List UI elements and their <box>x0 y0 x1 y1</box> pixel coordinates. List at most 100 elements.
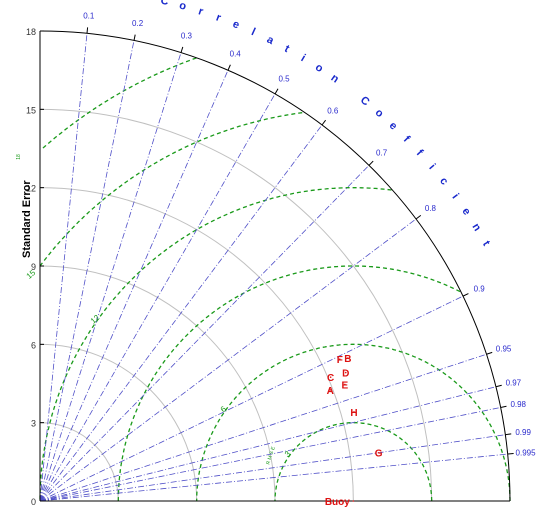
correlation-tick-label: 0.99 <box>515 428 531 437</box>
correlation-tick-mark <box>368 160 374 166</box>
correlation-tick-mark <box>495 384 502 388</box>
correlation-line <box>39 40 135 502</box>
arc-title-letter: e <box>387 120 400 133</box>
correlation-tick-mark <box>133 34 136 41</box>
data-point-marker <box>344 383 346 386</box>
arc-title-letter: C <box>159 0 170 8</box>
correlation-tick-mark <box>505 433 512 436</box>
correlation-line <box>39 124 323 502</box>
correlation-lines <box>39 27 514 502</box>
arc-title-letter: f <box>401 134 412 145</box>
std-tick-label: 0 <box>31 497 36 507</box>
correlation-line <box>39 353 487 502</box>
correlation-line <box>39 407 501 502</box>
correlation-tick-mark <box>86 27 89 34</box>
correlation-line <box>39 93 276 502</box>
rms-contours <box>39 57 511 501</box>
data-point-label: H <box>350 408 357 419</box>
correlation-tick-label: 0.9 <box>474 284 486 293</box>
correlation-tick-mark <box>507 452 514 455</box>
correlation-tick-label: 0.8 <box>425 204 437 213</box>
correlation-tick-label: 0.3 <box>181 31 193 40</box>
correlation-tick-label: 0.98 <box>510 400 526 409</box>
data-point-label: C <box>327 373 334 384</box>
correlation-tick-label: 0.4 <box>230 50 242 59</box>
axes <box>39 30 511 502</box>
data-point-label: G <box>375 449 383 460</box>
correlation-tick-label: 0.95 <box>496 345 512 354</box>
correlation-tick-mark <box>321 119 327 126</box>
data-point-marker <box>344 371 347 374</box>
std-grid-arcs <box>39 108 433 502</box>
data-points: Buoy G H AEC DF B <box>325 354 383 508</box>
data-point-label: F <box>337 355 343 366</box>
data-point-marker <box>338 358 341 361</box>
std-tick-labels: 0 3 6 9 12 15 18 <box>26 27 36 507</box>
data-point-marker <box>329 376 332 378</box>
data-point-marker <box>347 357 349 359</box>
rms-contour-label: 3 <box>283 449 293 459</box>
data-point-marker <box>329 389 332 391</box>
arc-title-letter: f <box>414 147 426 158</box>
rms-contour-label: 6 <box>219 404 229 414</box>
rms-contour-label: 12 <box>89 313 102 326</box>
std-grid-arc <box>39 265 276 502</box>
rms-corner-label: 18 <box>16 154 22 160</box>
correlation-tick-mark <box>462 293 469 297</box>
correlation-tick-label: 0.6 <box>327 107 339 116</box>
arc-title-letter: o <box>373 107 386 121</box>
data-point-marker <box>377 451 380 454</box>
std-grid-arc <box>39 343 198 502</box>
correlation-line <box>39 295 464 502</box>
correlation-tick-labels: 0.1 0.2 0.3 0.4 0.5 0.6 0.7 0.8 0.9 0.95 0.97 0.98 0… <box>83 11 536 457</box>
arc-title-letter: r <box>214 12 223 25</box>
arc-title-letter: t <box>480 239 492 248</box>
arc-title-letter: i <box>426 162 437 172</box>
arc-title-letter: l <box>249 26 257 38</box>
correlation-tick-label: 0.2 <box>132 19 144 28</box>
arc-title-letter: c <box>437 175 450 187</box>
correlation-tick-label: 0.97 <box>506 378 522 387</box>
rms-contour <box>196 343 511 501</box>
correlation-tick-label: 0.1 <box>83 11 95 20</box>
arc-title-letter: n <box>469 221 483 233</box>
std-tick-label: 12 <box>26 184 36 194</box>
rms-contour <box>39 112 303 266</box>
arc-title-letter: o <box>178 0 188 13</box>
outer-arc <box>39 30 511 502</box>
arc-title-letter: o <box>313 61 325 75</box>
y-axis-label: Standard Error <box>21 180 33 258</box>
rms-contour <box>117 265 461 501</box>
arc-title-letter: i <box>449 192 460 202</box>
correlation-tick-mark <box>180 46 184 53</box>
data-point-marker <box>353 411 355 413</box>
data-point-label: Buoy <box>325 497 350 508</box>
correlation-tick-mark <box>274 88 279 95</box>
arc-title-letter: r <box>197 5 205 18</box>
correlation-line <box>39 434 506 502</box>
data-point-label: D <box>342 369 349 380</box>
data-point-label: E <box>342 380 349 391</box>
correlation-tick-mark <box>415 214 422 220</box>
std-grid-arc <box>39 108 433 502</box>
data-point-label: A <box>327 386 334 397</box>
correlation-line <box>39 52 182 502</box>
correlation-tick-label: 0.995 <box>516 448 537 457</box>
correlation-line <box>39 386 496 502</box>
arc-title-letter: e <box>231 18 241 31</box>
correlation-line <box>39 33 88 502</box>
arc-title-letter: t <box>282 43 291 55</box>
std-tick-label: 3 <box>31 419 36 429</box>
correlation-line <box>39 165 370 502</box>
correlation-tick-mark <box>227 64 231 71</box>
correlation-line <box>39 70 229 502</box>
data-point-label: B <box>344 354 351 365</box>
arc-title-letter: n <box>329 72 342 86</box>
correlation-line <box>39 453 508 502</box>
data-point-marker <box>352 500 355 502</box>
std-tick-label: 15 <box>26 105 36 115</box>
rms-contour <box>274 422 433 501</box>
